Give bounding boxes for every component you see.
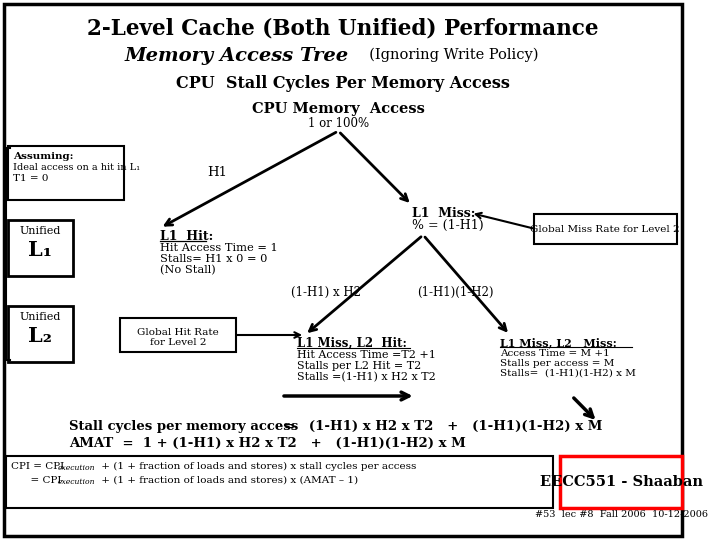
- Text: for Level 2: for Level 2: [150, 338, 207, 347]
- Text: Assuming:: Assuming:: [14, 152, 74, 161]
- FancyBboxPatch shape: [534, 214, 677, 244]
- Text: L1 Miss, L2   Miss:: L1 Miss, L2 Miss:: [500, 337, 617, 348]
- Text: Stalls per L2 Hit = T2: Stalls per L2 Hit = T2: [297, 361, 422, 371]
- Text: 2-Level Cache (Both Unified) Performance: 2-Level Cache (Both Unified) Performance: [87, 18, 599, 40]
- Text: L₁: L₁: [28, 240, 52, 260]
- Text: Hit Access Time =T2 +1: Hit Access Time =T2 +1: [297, 350, 436, 360]
- Text: (1-H1) x H2: (1-H1) x H2: [291, 286, 361, 299]
- FancyBboxPatch shape: [8, 306, 73, 362]
- Text: Unified: Unified: [19, 312, 60, 322]
- Text: =   (1-H1) x H2 x T2   +   (1-H1)(1-H2) x M: = (1-H1) x H2 x T2 + (1-H1)(1-H2) x M: [284, 420, 603, 433]
- Text: Hit Access Time = 1: Hit Access Time = 1: [160, 243, 278, 253]
- Text: Stalls =(1-H1) x H2 x T2: Stalls =(1-H1) x H2 x T2: [297, 372, 436, 382]
- FancyBboxPatch shape: [560, 456, 683, 508]
- Text: 1 or 100%: 1 or 100%: [307, 117, 369, 130]
- Text: Stalls=  (1-H1)(1-H2) x M: Stalls= (1-H1)(1-H2) x M: [500, 369, 636, 378]
- Text: (No Stall): (No Stall): [160, 265, 216, 275]
- Text: = CPI: = CPI: [12, 476, 62, 485]
- Text: Memory Access Tree: Memory Access Tree: [125, 47, 348, 65]
- Text: % = (1-H1): % = (1-H1): [412, 219, 483, 232]
- Text: Ideal access on a hit in L₁: Ideal access on a hit in L₁: [14, 163, 140, 172]
- Text: execution: execution: [58, 478, 96, 486]
- FancyBboxPatch shape: [8, 220, 73, 276]
- Text: Stalls= H1 x 0 = 0: Stalls= H1 x 0 = 0: [160, 254, 268, 264]
- FancyBboxPatch shape: [8, 146, 124, 200]
- Text: CPI = CPI: CPI = CPI: [12, 462, 65, 471]
- Text: Global Miss Rate for Level 2: Global Miss Rate for Level 2: [531, 225, 680, 233]
- Text: L1  Hit:: L1 Hit:: [160, 230, 213, 243]
- FancyBboxPatch shape: [4, 4, 683, 536]
- Text: CPU Memory  Access: CPU Memory Access: [252, 102, 425, 116]
- Text: H1: H1: [207, 165, 228, 179]
- Text: Stalls per access = M: Stalls per access = M: [500, 359, 615, 368]
- Text: L1 Miss, L2  Hit:: L1 Miss, L2 Hit:: [297, 337, 408, 350]
- Text: L₂: L₂: [28, 326, 52, 346]
- Text: L1  Miss:: L1 Miss:: [412, 207, 475, 220]
- FancyBboxPatch shape: [6, 456, 553, 508]
- Text: Stall cycles per memory access: Stall cycles per memory access: [68, 420, 298, 433]
- Text: Unified: Unified: [19, 226, 60, 236]
- Text: (Ignoring Write Policy): (Ignoring Write Policy): [360, 48, 539, 63]
- Text: CPU  Stall Cycles Per Memory Access: CPU Stall Cycles Per Memory Access: [176, 75, 510, 92]
- Text: execution: execution: [57, 464, 95, 472]
- Text: EECC551 - Shaaban: EECC551 - Shaaban: [540, 475, 703, 489]
- Text: Access Time = M +1: Access Time = M +1: [500, 349, 610, 358]
- Text: (1-H1)(1-H2): (1-H1)(1-H2): [418, 286, 494, 299]
- Text: #53  lec #8  Fall 2006  10-12-2006: #53 lec #8 Fall 2006 10-12-2006: [535, 510, 708, 519]
- Text: T1 = 0: T1 = 0: [14, 174, 49, 183]
- Text: Global Hit Rate: Global Hit Rate: [138, 328, 219, 337]
- Text: AMAT  =  1 + (1-H1) x H2 x T2   +   (1-H1)(1-H2) x M: AMAT = 1 + (1-H1) x H2 x T2 + (1-H1)(1-H…: [68, 437, 465, 450]
- Text: + (1 + fraction of loads and stores) x (AMAT – 1): + (1 + fraction of loads and stores) x (…: [98, 476, 359, 485]
- FancyBboxPatch shape: [120, 318, 236, 352]
- Text: + (1 + fraction of loads and stores) x stall cycles per access: + (1 + fraction of loads and stores) x s…: [98, 462, 417, 471]
